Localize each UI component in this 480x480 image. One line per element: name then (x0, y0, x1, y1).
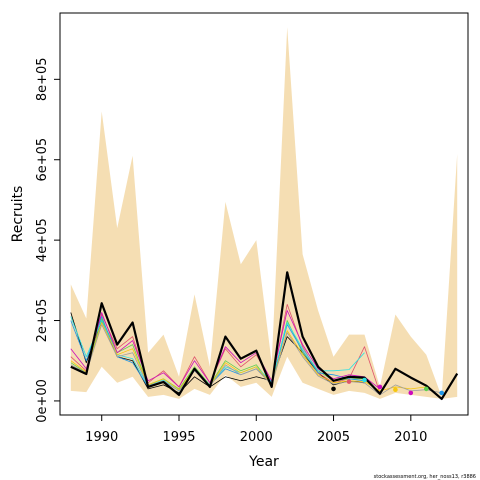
x-tick-label-1995: 1995 (162, 430, 195, 445)
x-axis: 1990 1995 2000 2005 2010 (85, 415, 427, 445)
series-line-9 (70, 324, 442, 396)
y-axis-title: Recruits (10, 186, 26, 243)
confidence-band (70, 27, 458, 399)
y-tick-label-800000: 8e+05 (35, 57, 50, 101)
endpoint-marker-3 (362, 377, 367, 383)
y-tick-label-0: 0e+00 (35, 379, 50, 423)
endpoint-marker-4 (377, 384, 383, 390)
x-tick-label-2010: 2010 (394, 430, 427, 445)
series-line-3 (70, 303, 381, 394)
y-tick-label-200000: 2e+05 (35, 299, 50, 343)
series-line-1 (70, 271, 459, 400)
series-line-8 (70, 322, 427, 392)
endpoint-marker-1 (331, 386, 336, 392)
y-tick-label-600000: 6e+05 (35, 138, 50, 182)
endpoint-marker-7 (424, 386, 429, 392)
series-line-5 (70, 316, 365, 392)
footer-note: stockassessment.org, her_noss13, r3886 (374, 474, 476, 480)
x-tick-label-1990: 1990 (85, 430, 118, 445)
endpoint-marker-8 (439, 390, 445, 396)
endpoint-marker-2 (346, 379, 352, 384)
plot-frame (59, 12, 469, 416)
series-layer (70, 271, 459, 400)
x-tick-label-2005: 2005 (317, 430, 350, 445)
endpoint-layer (331, 377, 445, 396)
endpoint-marker-6 (408, 390, 414, 396)
confidence-band-layer (70, 27, 458, 399)
y-tick-label-400000: 4e+05 (35, 218, 50, 262)
x-axis-title: Year (248, 454, 279, 470)
x-tick-label-2000: 2000 (240, 430, 273, 445)
y-axis: 0e+00 2e+05 4e+05 6e+05 8e+05 (35, 57, 60, 423)
endpoint-marker-5 (393, 387, 398, 393)
